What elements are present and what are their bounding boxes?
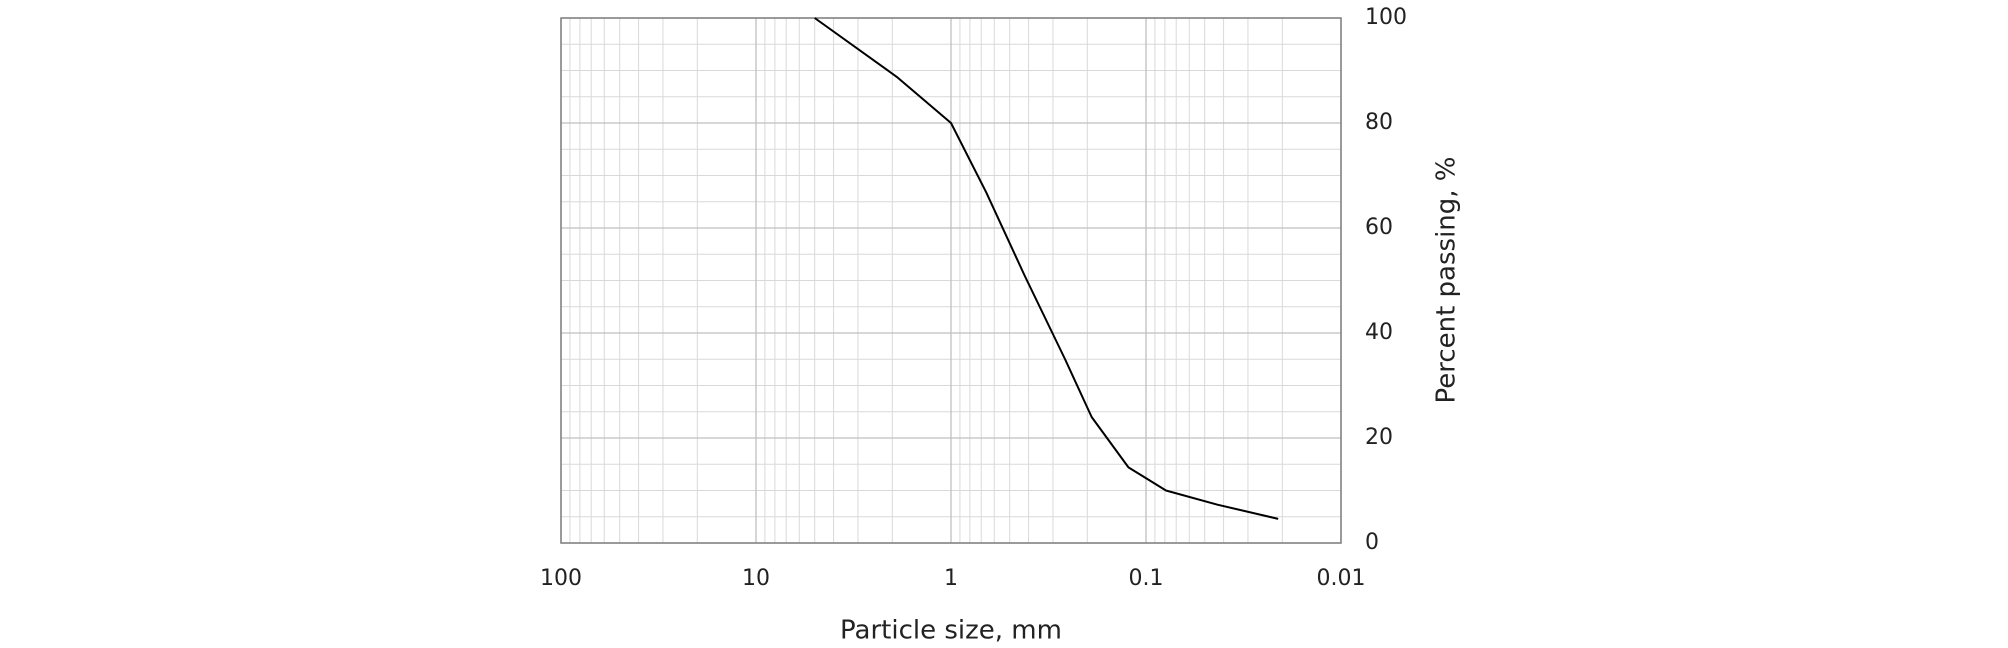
data-line	[814, 17, 1279, 520]
x-tick-label: 10	[742, 566, 770, 591]
y-tick-label: 0	[1365, 530, 1379, 555]
y-axis-title: Percent passing, %	[1432, 156, 1462, 403]
x-tick-label: 100	[540, 566, 582, 591]
y-tick-label: 100	[1365, 5, 1407, 30]
y-tick-label: 60	[1365, 215, 1393, 240]
x-axis-title: Particle size, mm	[840, 616, 1062, 646]
x-tick-label: 1	[944, 566, 958, 591]
y-tick-label: 40	[1365, 320, 1393, 345]
x-tick-label: 0.01	[1317, 566, 1366, 591]
plot-frame	[560, 17, 1342, 544]
y-tick-label: 80	[1365, 110, 1393, 135]
x-tick-label: 0.1	[1129, 566, 1164, 591]
y-tick-label: 20	[1365, 425, 1393, 450]
